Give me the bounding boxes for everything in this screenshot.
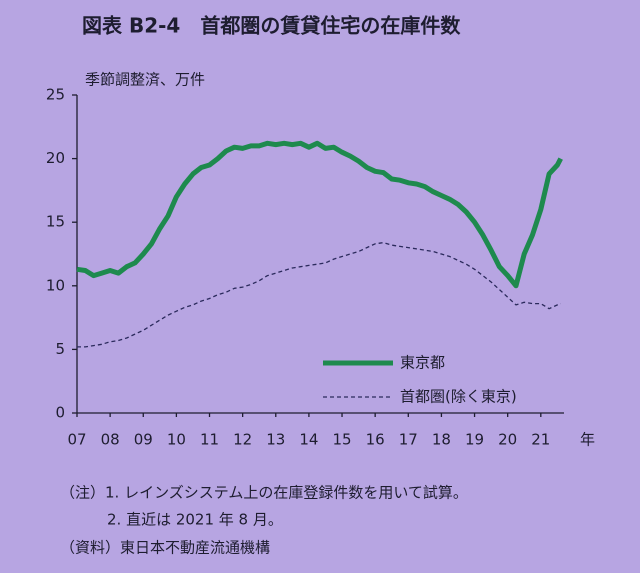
- note: 2. 直近は 2021 年 8 月。: [107, 511, 283, 529]
- x-tick-label: 17: [399, 431, 418, 449]
- x-tick-label: 13: [266, 431, 285, 449]
- chart-title: 図表 B2-4 首都圏の賃貸住宅の在庫件数: [82, 14, 461, 38]
- series-line: [77, 241, 561, 348]
- y-axis-label: 季節調整済、万件: [85, 71, 205, 89]
- x-tick-label: 18: [432, 431, 451, 449]
- x-tick-label: 08: [101, 431, 120, 449]
- legend-label: 首都圏(除く東京): [400, 388, 517, 406]
- x-tick-label: 14: [299, 431, 318, 449]
- series-line: [76, 140, 563, 289]
- note: （資料）東日本不動産流通機構: [60, 539, 270, 557]
- x-tick-label: 19: [465, 431, 484, 449]
- y-tick-label: 20: [46, 149, 65, 167]
- x-tick-label: 11: [200, 431, 219, 449]
- y-tick-label: 25: [46, 86, 65, 104]
- y-tick-label: 15: [46, 213, 65, 231]
- x-tick-label: 15: [332, 431, 351, 449]
- y-tick-label: 10: [46, 276, 65, 294]
- y-tick-label: 0: [55, 404, 65, 422]
- x-tick-label: 20: [498, 431, 517, 449]
- x-axis-label: 年: [580, 431, 595, 449]
- x-tick-label: 16: [366, 431, 385, 449]
- note: （注）1. レインズシステム上の在庫登録件数を用いて試算。: [60, 484, 468, 502]
- x-tick-label: 09: [134, 431, 153, 449]
- y-tick-label: 5: [55, 340, 65, 358]
- x-tick-label: 12: [233, 431, 252, 449]
- legend-label: 東京都: [400, 354, 445, 372]
- x-tick-label: 07: [67, 431, 86, 449]
- x-tick-label: 10: [167, 431, 186, 449]
- x-tick-label: 21: [531, 431, 550, 449]
